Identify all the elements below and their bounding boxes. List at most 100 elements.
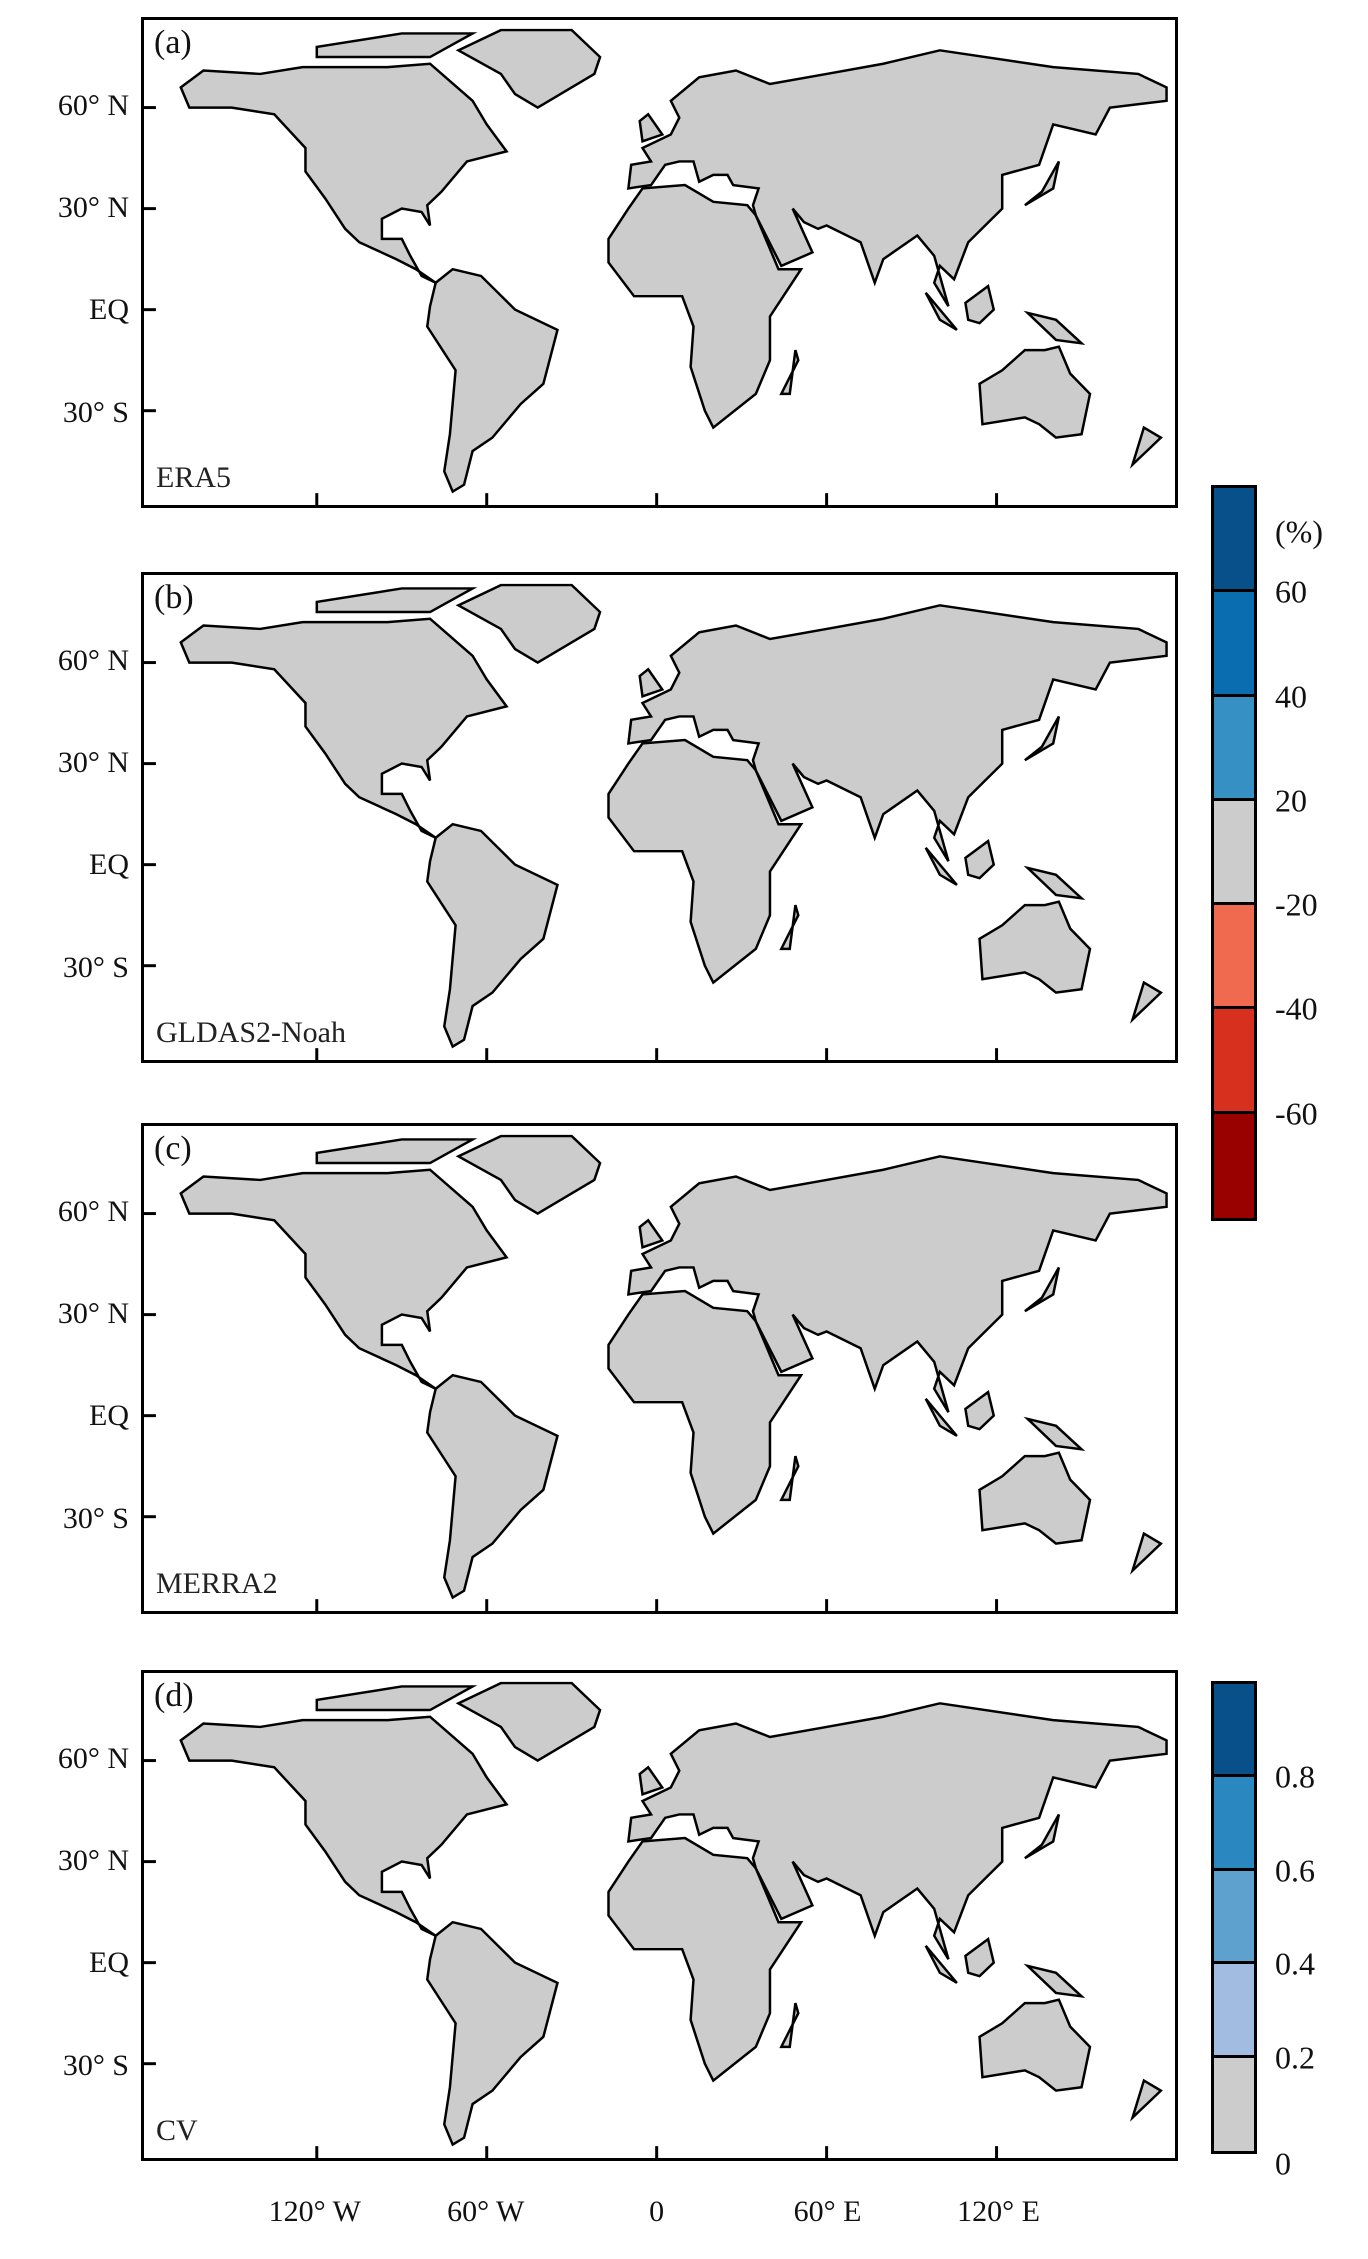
land-britain xyxy=(638,112,665,143)
land-greenland xyxy=(455,1134,602,1216)
dataset-name: CV xyxy=(156,2114,198,2147)
y-tick-label: 60° N xyxy=(57,1194,129,1228)
land-britain xyxy=(638,1218,665,1249)
x-tick-label: 120° W xyxy=(268,2195,361,2228)
y-tick-label: 30° N xyxy=(57,745,129,779)
land-arctic-islands xyxy=(315,587,478,614)
colorbar-segment xyxy=(1214,1684,1254,1778)
land-eurasia xyxy=(626,49,1168,307)
land-arctic-islands xyxy=(315,1685,478,1712)
y-tick-label: 30° S xyxy=(62,950,129,984)
land-australia xyxy=(978,900,1092,994)
land-north-america xyxy=(179,62,509,284)
land-new-zealand xyxy=(1129,980,1163,1024)
land-borneo xyxy=(964,283,996,325)
colorbar-label: 0.8 xyxy=(1275,1758,1315,1795)
y-tick-label: 30° S xyxy=(62,395,129,429)
colorbar-segment xyxy=(1214,1113,1254,1218)
land-sumatra xyxy=(924,292,958,331)
land-greenland xyxy=(455,583,602,665)
dataset-name: GLDAS2-Noah xyxy=(156,1016,346,1049)
land-japan xyxy=(1024,1813,1061,1860)
y-tick-label: EQ xyxy=(89,1399,129,1433)
colorbar-segment xyxy=(1214,1777,1254,1871)
land-north-america xyxy=(179,1168,509,1390)
land-britain xyxy=(638,667,665,698)
y-tick-label: 60° N xyxy=(57,1741,129,1775)
colorbar-relative-difference xyxy=(1211,485,1257,1221)
colorbar-segment xyxy=(1214,800,1254,906)
land-madagascar xyxy=(779,2002,800,2049)
land-sumatra xyxy=(924,847,958,886)
land-new-zealand xyxy=(1129,425,1163,469)
y-tick-label: EQ xyxy=(89,1946,129,1980)
land-new-zealand xyxy=(1129,1531,1163,1575)
land-sumatra xyxy=(924,1398,958,1437)
panel-label: (a) xyxy=(154,24,192,61)
land-new-guinea xyxy=(1023,310,1086,346)
land-australia xyxy=(978,345,1092,439)
x-tick-label: 60° E xyxy=(793,2195,862,2228)
land-eurasia xyxy=(626,1155,1168,1413)
land-south-america xyxy=(425,267,559,494)
land-south-america xyxy=(425,1920,559,2147)
y-tick-label: 30° S xyxy=(62,2048,129,2082)
land-madagascar xyxy=(779,349,800,396)
x-tick-label: 120° E xyxy=(957,2195,1040,2228)
land-eurasia xyxy=(626,604,1168,862)
land-arctic-islands xyxy=(315,32,478,59)
x-tick-label: 0 xyxy=(649,2195,665,2228)
y-tick-label: 30° N xyxy=(57,1843,129,1877)
land-borneo xyxy=(964,838,996,880)
panel-label: (d) xyxy=(154,1677,194,1714)
colorbar-segment xyxy=(1214,1009,1254,1114)
y-tick-label: EQ xyxy=(89,848,129,882)
map-panel-cv: (d) CV xyxy=(141,1670,1178,2161)
y-tick-label: 30° N xyxy=(57,1296,129,1330)
map-panel-era5: (a) ERA5 xyxy=(141,17,1178,508)
land-greenland xyxy=(455,1681,602,1763)
colorbar-label: 0.2 xyxy=(1275,2039,1315,2076)
land-australia xyxy=(978,1998,1092,2092)
colorbar-segment xyxy=(1214,2057,1254,2151)
land-new-zealand xyxy=(1129,2078,1163,2122)
panel-label: (c) xyxy=(154,1130,192,1167)
colorbar-segment xyxy=(1214,905,1254,1010)
land-arctic-islands xyxy=(315,1138,478,1165)
map-panel-gldas2-noah: (b) GLDAS2-Noah xyxy=(141,572,1178,1063)
land-sumatra xyxy=(924,1945,958,1984)
colorbar-label: -20 xyxy=(1275,886,1318,923)
colorbar-segment xyxy=(1214,1964,1254,2058)
dataset-name: MERRA2 xyxy=(156,1567,278,1600)
land-japan xyxy=(1024,160,1061,207)
land-greenland xyxy=(455,28,602,110)
colorbar-segment xyxy=(1214,696,1254,801)
land-eurasia xyxy=(626,1702,1168,1960)
land-new-guinea xyxy=(1023,865,1086,901)
land-south-america xyxy=(425,822,559,1049)
land-japan xyxy=(1024,1266,1061,1313)
colorbar-label: (%) xyxy=(1275,513,1323,550)
y-tick-label: EQ xyxy=(89,293,129,327)
land-africa xyxy=(607,738,804,985)
colorbar-label: 60 xyxy=(1275,573,1307,610)
land-africa xyxy=(607,183,804,430)
land-africa xyxy=(607,1836,804,2083)
land-australia xyxy=(978,1451,1092,1545)
land-north-america xyxy=(179,617,509,839)
land-borneo xyxy=(964,1936,996,1978)
colorbar-label: -40 xyxy=(1275,990,1318,1027)
dataset-name: ERA5 xyxy=(156,461,231,494)
y-tick-label: 60° N xyxy=(57,643,129,677)
colorbar-segment xyxy=(1214,592,1254,697)
colorbar-label: -60 xyxy=(1275,1095,1318,1132)
land-borneo xyxy=(964,1389,996,1431)
colorbar-label: 0 xyxy=(1275,2145,1291,2182)
x-tick-label: 60° W xyxy=(447,2195,525,2228)
colorbar-segment xyxy=(1214,488,1254,593)
land-madagascar xyxy=(779,904,800,951)
land-africa xyxy=(607,1289,804,1536)
y-tick-label: 60° N xyxy=(57,88,129,122)
map-panel-merra2: (c) MERRA2 xyxy=(141,1123,1178,1614)
